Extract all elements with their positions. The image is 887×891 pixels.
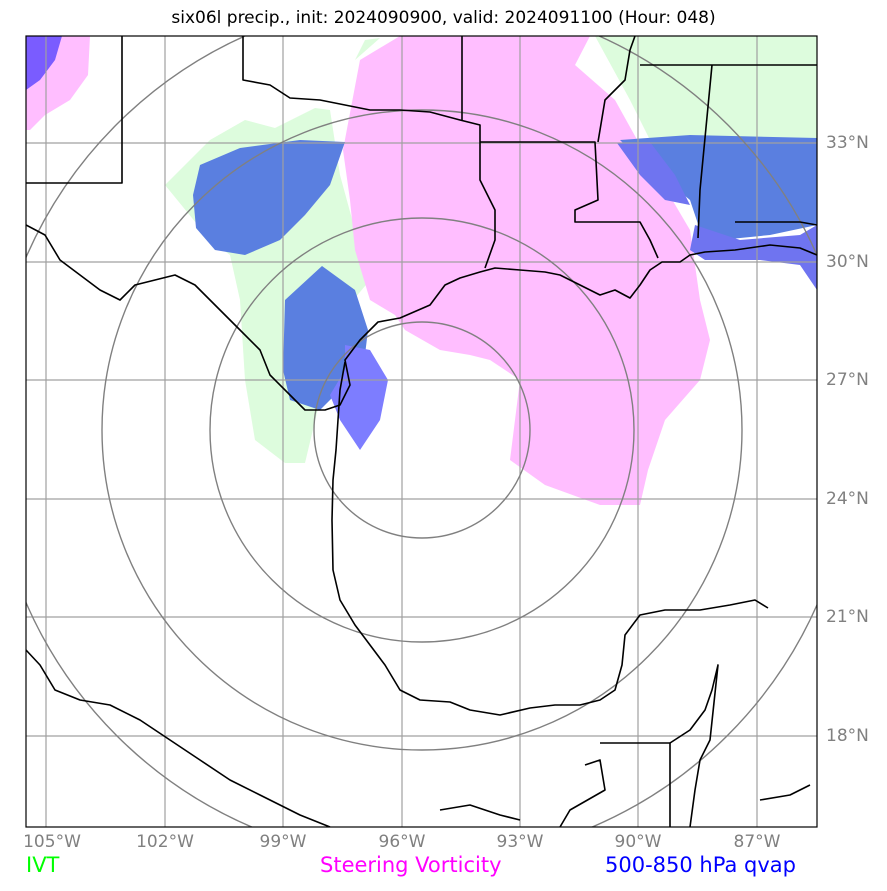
qvap-shading	[26, 36, 817, 450]
lat-label-30n: 30°N	[826, 252, 869, 272]
lat-lon-grid	[26, 36, 817, 827]
lat-label-27n: 27°N	[826, 370, 869, 390]
lat-label-21n: 21°N	[826, 607, 869, 627]
lat-label-24n: 24°N	[826, 489, 869, 509]
lat-label-33n: 33°N	[826, 133, 869, 153]
lon-label-102w: 102°W	[136, 832, 194, 852]
lon-label-96w: 96°W	[378, 832, 426, 852]
lon-label-93w: 93°W	[496, 832, 544, 852]
lon-label-99w: 99°W	[259, 832, 307, 852]
legend-qvap: 500-850 hPa qvap	[605, 853, 796, 877]
lat-label-18n: 18°N	[826, 726, 869, 746]
chart-title: six06l precip., init: 2024090900, valid:…	[171, 8, 716, 28]
coastlines-borders	[26, 36, 817, 827]
lon-label-87w: 87°W	[733, 832, 781, 852]
legend-steering-vorticity: Steering Vorticity	[320, 853, 502, 877]
lon-label-90w: 90°W	[614, 832, 662, 852]
range-rings	[26, 36, 817, 827]
legend-ivt: IVT	[26, 853, 60, 877]
map-frame	[25, 35, 818, 828]
lon-label-105w: 105°W	[23, 832, 81, 852]
